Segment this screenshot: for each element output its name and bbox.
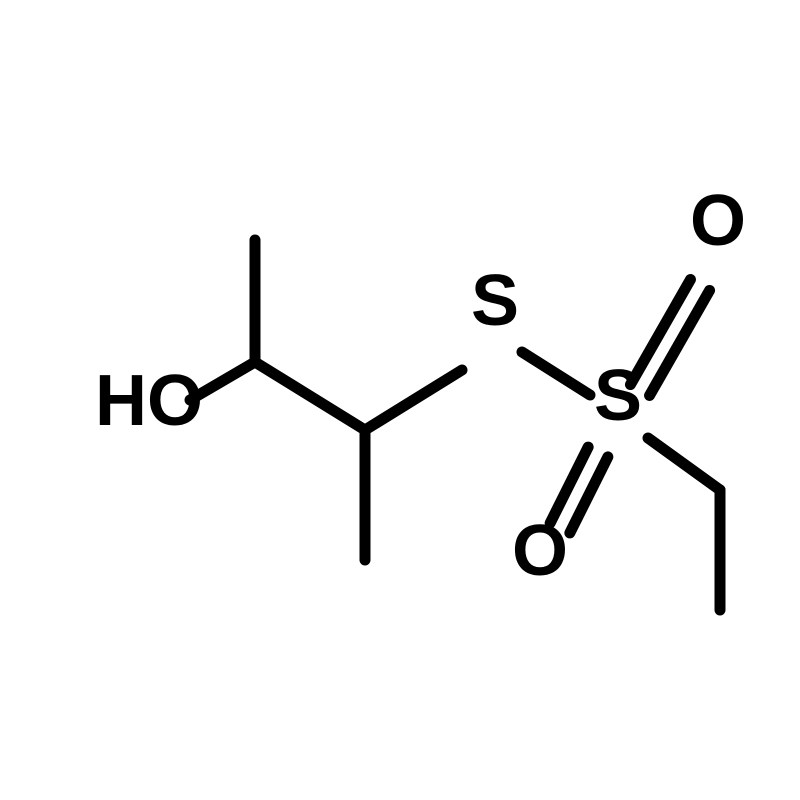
atom-oh: HO [95, 361, 203, 441]
atom-s1: S [471, 261, 519, 341]
bond [255, 362, 365, 430]
atoms-layer: HOSSOO [95, 181, 746, 591]
bond [522, 352, 590, 395]
atom-s2: S [594, 356, 642, 436]
bond [648, 438, 720, 490]
atom-o_dn: O [512, 511, 568, 591]
bond [365, 370, 462, 430]
atom-o_up: O [690, 181, 746, 261]
molecule-diagram: HOSSOO [0, 0, 800, 800]
